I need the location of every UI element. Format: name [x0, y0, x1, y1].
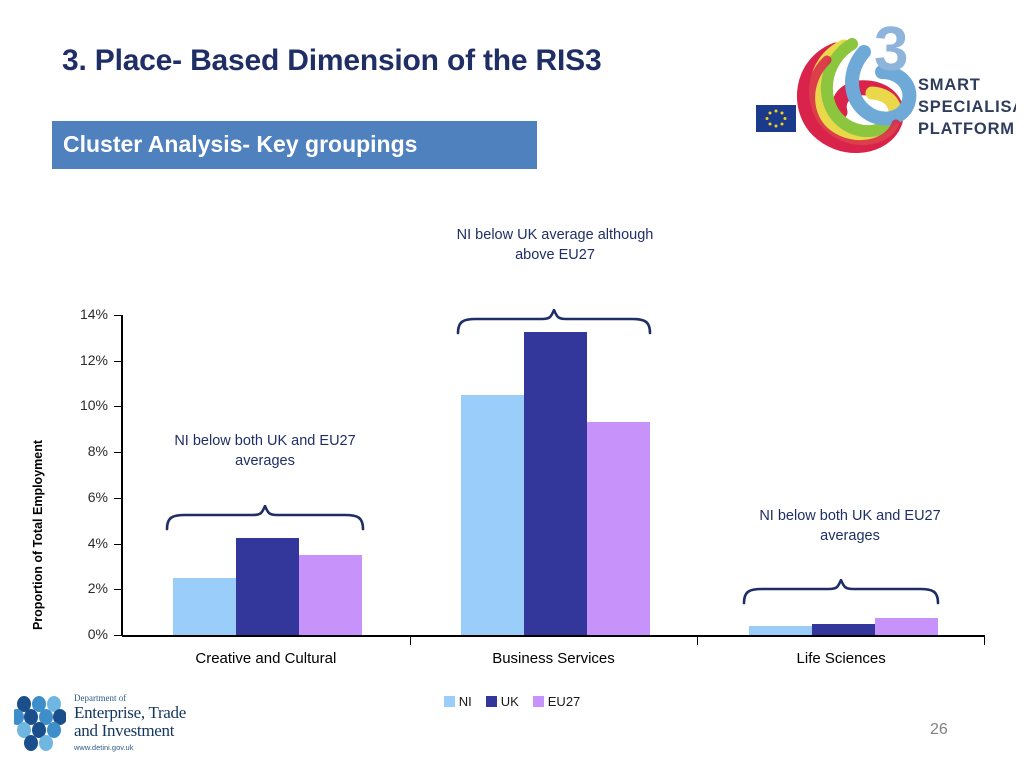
- y-axis-tick-label: 8%: [87, 443, 108, 460]
- y-axis-tick: [114, 635, 122, 636]
- category-label: Business Services: [492, 650, 615, 667]
- s3-logo-graphic: 3 SMART SPECIALISATION PLATFORM: [756, 15, 1016, 153]
- page-title: 3. Place- Based Dimension of the RIS3: [62, 44, 602, 77]
- annotation-creative-line1: NI below both UK and EU27: [174, 433, 356, 449]
- eu-flag-icon: [756, 105, 796, 132]
- legend-swatch-ni: [443, 696, 455, 707]
- y-axis-tick-label: 0%: [87, 626, 108, 642]
- legend-label-eu27: EU27: [547, 694, 581, 709]
- s3-logo-line3: PLATFORM: [918, 120, 1015, 138]
- y-axis-tick-label: 10%: [79, 397, 108, 414]
- x-axis-line: [122, 635, 985, 637]
- bar-uk-life-sciences: [811, 623, 875, 635]
- y-axis-tick: [114, 452, 122, 454]
- annotation-business-line1: NI below UK average although: [456, 227, 654, 243]
- legend-swatch-eu27: [532, 696, 544, 707]
- legend-item-ni[interactable]: NI: [443, 694, 472, 709]
- y-axis-tick: [114, 543, 122, 545]
- bar-uk-creative-and-cultural: [236, 537, 300, 635]
- legend-label-ni: NI: [458, 694, 472, 709]
- annotation-business-services: NI below UK average although above EU27: [420, 226, 690, 265]
- y-axis-tick-label: 6%: [87, 488, 108, 505]
- annotation-business-line2: above EU27: [515, 246, 595, 263]
- brace-life-sciences: [742, 578, 940, 610]
- employment-bar-chart: Proportion of Total Employment 0% 2% 4% 6% 8…: [0, 210, 1024, 710]
- category-label: Life Sciences: [796, 650, 886, 667]
- bar-ni-creative-and-cultural: [173, 577, 237, 635]
- legend-label-uk: UK: [500, 694, 519, 709]
- annotation-life-line2: averages: [820, 527, 880, 544]
- y-axis-line: [121, 315, 123, 636]
- annotation-life-line1: NI below both UK and EU27: [759, 508, 941, 524]
- bar-eu27-life-sciences: [874, 617, 938, 635]
- brace-creative-and-cultural: [165, 504, 365, 536]
- s3-logo-line1: SMART: [918, 76, 981, 94]
- deti-name-line1: Enterprise, Trade: [74, 702, 186, 722]
- bar-eu27-creative-and-cultural: [299, 555, 363, 635]
- y-axis-tick: [114, 497, 122, 499]
- y-axis-tick-label: 14%: [79, 306, 108, 322]
- deti-hexagon-mark: [14, 696, 66, 751]
- deti-logo: Department of Enterprise, Trade and Inve…: [14, 693, 229, 756]
- y-axis-tick: [114, 589, 122, 591]
- deti-name-line2: and Investment: [74, 720, 175, 740]
- section-banner: Cluster Analysis- Key groupings: [52, 121, 537, 169]
- section-banner-label: Cluster Analysis- Key groupings: [63, 131, 418, 157]
- deti-department-label: Department of: [74, 693, 127, 703]
- bar-ni-business-services: [461, 395, 524, 635]
- bar-uk-business-services: [524, 332, 587, 635]
- legend-item-uk[interactable]: UK: [485, 694, 519, 709]
- y-axis-title: Proportion of Total Employment: [31, 439, 45, 631]
- legend-item-eu27[interactable]: EU27: [532, 694, 581, 709]
- x-axis-tick: [697, 636, 699, 645]
- annotation-creative-and-cultural: NI below both UK and EU27 averages: [145, 432, 385, 471]
- legend-swatch-uk: [485, 696, 497, 707]
- annotation-creative-line2: averages: [235, 452, 295, 469]
- y-axis-tick: [114, 406, 122, 408]
- plot-area: [122, 315, 985, 635]
- y-axis-tick-label: 4%: [87, 534, 108, 551]
- bars-layer: [122, 315, 985, 635]
- brace-business-services: [456, 308, 652, 340]
- y-axis-tick: [114, 360, 122, 362]
- s3-logo-line2: SPECIALISATION: [918, 98, 1016, 116]
- chart-legend: NI UK EU27: [0, 694, 1024, 709]
- x-axis-tick: [984, 636, 985, 645]
- annotation-life-sciences: NI below both UK and EU27 averages: [715, 507, 985, 546]
- page-number: 26: [930, 721, 948, 738]
- y-axis-tick-label: 12%: [79, 351, 108, 368]
- y-axis-tick: [114, 315, 122, 316]
- x-axis-tick: [409, 636, 411, 645]
- bar-eu27-business-services: [587, 422, 650, 635]
- bar-ni-life-sciences: [748, 625, 812, 635]
- category-label: Creative and Cultural: [195, 650, 337, 667]
- deti-url: www.detini.gov.uk: [74, 742, 134, 752]
- s3-platform-logo: 3 SMART SPECIALISATION PLATFORM: [744, 12, 1016, 162]
- y-axis-tick-label: 2%: [87, 580, 108, 597]
- s3-logo-digit: 3: [874, 15, 908, 84]
